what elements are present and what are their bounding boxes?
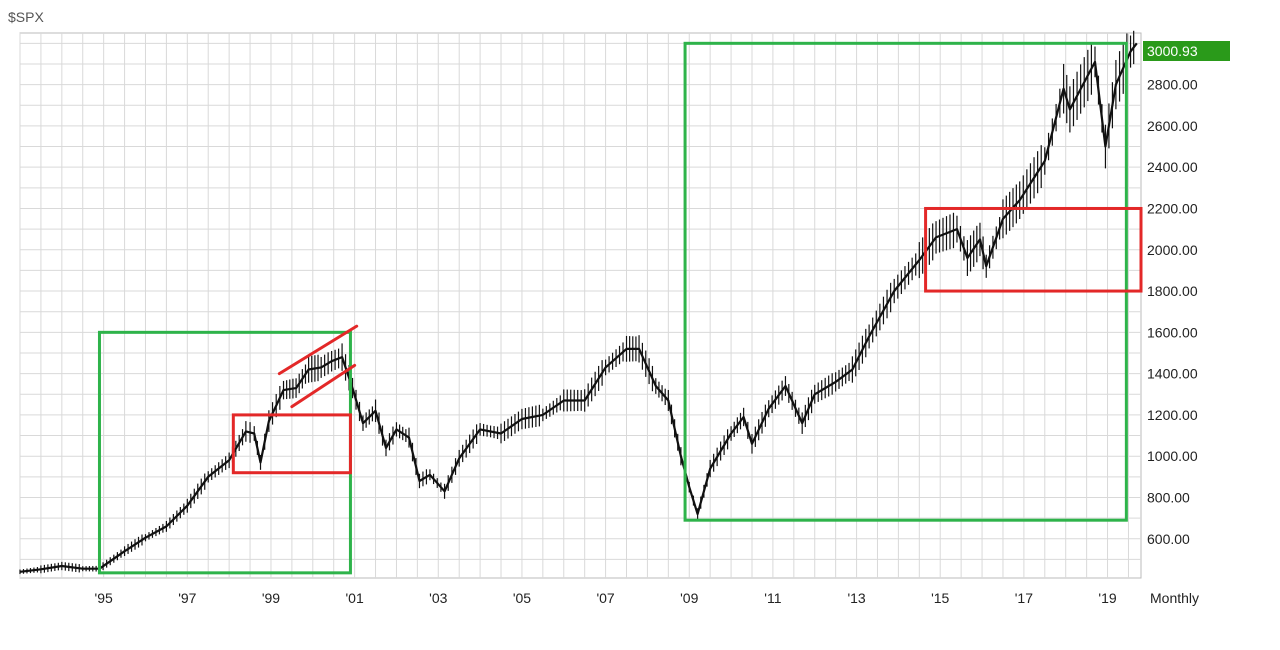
- y-tick-label: 600.00: [1147, 531, 1190, 547]
- x-axis-ticks: '95 '97 '99 '01 '03 '05 '07 '09 '11 '13 '15 '17 '19: [95, 590, 1117, 606]
- y-tick-label: 2400.00: [1147, 159, 1198, 175]
- x-tick-label: '05: [513, 590, 531, 606]
- plot-area: [19, 32, 1142, 579]
- green-highlight-box: [683, 41, 1128, 522]
- x-tick-label: '13: [847, 590, 865, 606]
- red-highlight-box: [924, 206, 1143, 293]
- price-series: [19, 30, 1138, 575]
- y-tick-label: 1400.00: [1147, 366, 1198, 382]
- y-axis-ticks: 600.00 800.00 1000.00 1200.00 1400.00 1600.00…: [1147, 77, 1198, 547]
- x-tick-label: '11: [764, 590, 781, 606]
- y-tick-label: 1800.00: [1147, 283, 1198, 299]
- y-tick-label: 1000.00: [1147, 448, 1198, 464]
- grid: [19, 33, 1141, 578]
- x-tick-label: '07: [596, 590, 614, 606]
- x-tick-label: '09: [680, 590, 698, 606]
- x-tick-label: '95: [95, 590, 113, 606]
- last-value-label: 3000.93: [1147, 43, 1198, 59]
- annotations: [97, 41, 1143, 575]
- y-tick-label: 2000.00: [1147, 242, 1198, 258]
- y-tick-label: 800.00: [1147, 489, 1190, 505]
- y-tick-label: 1600.00: [1147, 324, 1198, 340]
- y-tick-label: 2600.00: [1147, 118, 1198, 134]
- timeframe-label: Monthly: [1150, 590, 1199, 606]
- chart-title: $SPX: [8, 9, 44, 25]
- red-highlight-box: [231, 413, 352, 475]
- x-tick-label: '17: [1015, 590, 1033, 606]
- y-tick-label: 2800.00: [1147, 77, 1198, 93]
- x-tick-label: '97: [178, 590, 196, 606]
- red-trend-line: [290, 363, 357, 409]
- x-tick-label: '03: [429, 590, 447, 606]
- red-trend-line: [277, 324, 359, 376]
- y-tick-label: 2200.00: [1147, 200, 1198, 216]
- x-tick-label: '99: [262, 590, 280, 606]
- x-tick-label: '19: [1098, 590, 1116, 606]
- y-tick-label: 1200.00: [1147, 407, 1198, 423]
- x-tick-label: '15: [931, 590, 949, 606]
- x-tick-label: '01: [346, 590, 364, 606]
- last-value-badge: [1143, 41, 1230, 61]
